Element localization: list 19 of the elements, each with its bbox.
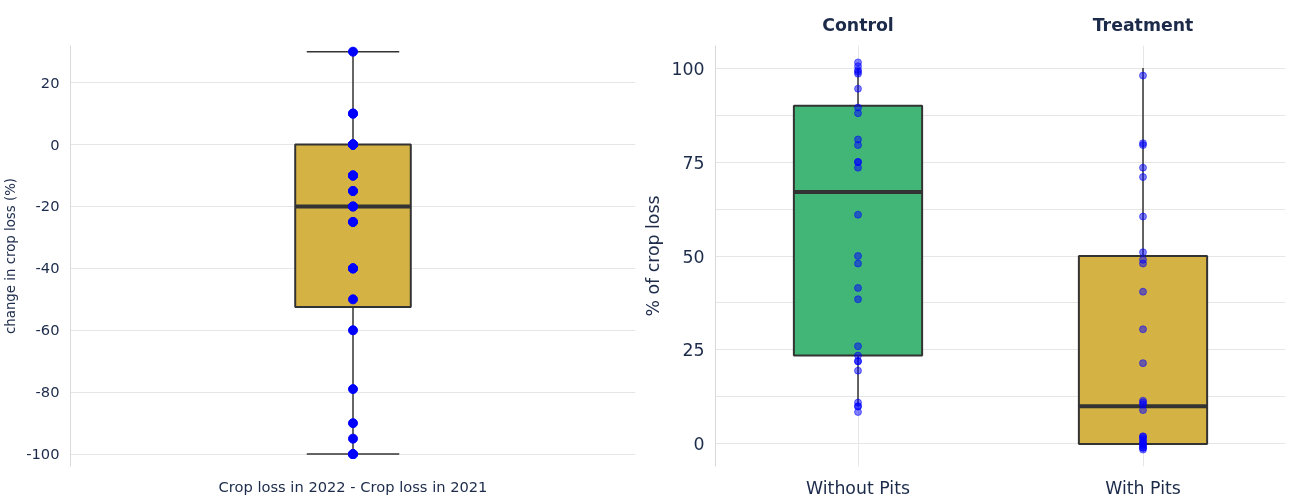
y-tick-label: 50 bbox=[682, 246, 705, 267]
y-tick-label: 0 bbox=[50, 135, 60, 153]
y-tick-label: -20 bbox=[35, 197, 60, 215]
y-tick-label: 75 bbox=[682, 152, 705, 173]
y-tick-label: -80 bbox=[35, 383, 60, 401]
y-tick-label: 100 bbox=[671, 58, 705, 79]
y-tick-label: -100 bbox=[26, 445, 60, 463]
y-tick-label: 20 bbox=[40, 73, 60, 91]
text: Treatment bbox=[1092, 14, 1194, 35]
x-tick-label: With Pits bbox=[1105, 477, 1181, 498]
y-tick-label: -60 bbox=[35, 321, 60, 339]
text: Control bbox=[822, 14, 894, 35]
y-tick-label: -40 bbox=[35, 259, 60, 277]
x-tick-label: Crop loss in 2022 - Crop loss in 2021 bbox=[218, 477, 488, 495]
y-axis-title: % of crop loss bbox=[643, 195, 664, 317]
y-tick-label: 25 bbox=[682, 340, 705, 361]
x-tick-label: Without Pits bbox=[806, 477, 910, 498]
y-tick-label: 0 bbox=[693, 434, 705, 455]
y-axis-title: change in crop loss (%) bbox=[3, 177, 19, 335]
